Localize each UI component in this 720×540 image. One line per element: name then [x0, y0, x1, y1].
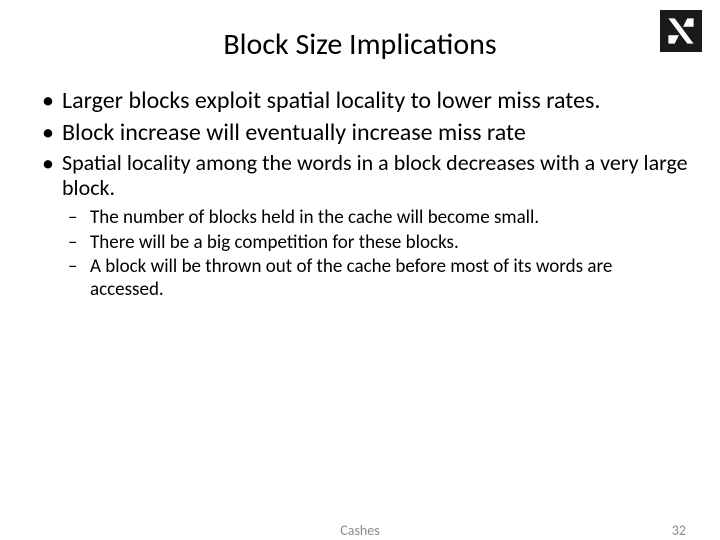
slide-title: Block Size Implications — [30, 26, 690, 63]
footer-label: Cashes — [340, 522, 379, 539]
sub-bullet-text: A block will be thrown out of the cache … — [90, 255, 612, 301]
sub-bullet-list: The number of blocks held in the cache w… — [62, 207, 690, 302]
page-number: 32 — [672, 522, 686, 539]
bullet-text: Larger blocks exploit spatial locality t… — [62, 86, 600, 115]
bullet-item: Block increase will eventually increase … — [38, 119, 690, 147]
slide: Block Size Implications Larger blocks ex… — [0, 0, 720, 540]
sub-bullet-text: There will be a big competition for thes… — [90, 231, 459, 254]
bullet-text: Block increase will eventually increase … — [62, 118, 526, 147]
sub-bullet-item: The number of blocks held in the cache w… — [62, 207, 690, 230]
bullet-item: Larger blocks exploit spatial locality t… — [38, 87, 690, 115]
bullet-text: Spatial locality among the words in a bl… — [62, 149, 688, 201]
sub-bullet-item: A block will be thrown out of the cache … — [62, 256, 690, 302]
content-area: Larger blocks exploit spatial locality t… — [30, 87, 690, 302]
bullet-list: Larger blocks exploit spatial locality t… — [38, 87, 690, 302]
bullet-item: Spatial locality among the words in a bl… — [38, 150, 690, 302]
sub-bullet-text: The number of blocks held in the cache w… — [90, 206, 539, 229]
sub-bullet-item: There will be a big competition for thes… — [62, 232, 690, 255]
institution-logo-icon — [660, 10, 702, 52]
